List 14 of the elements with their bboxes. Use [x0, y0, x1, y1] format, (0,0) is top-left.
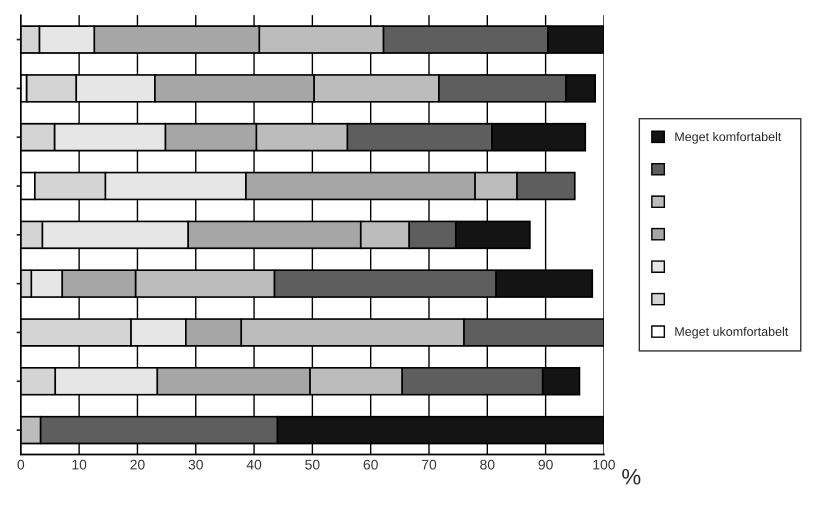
x-tick-label: 90 [538, 460, 553, 470]
x-tick-label: 20 [130, 460, 145, 470]
legend-label: Meget komfortabelt [675, 132, 782, 144]
x-tick-label: 60 [364, 460, 378, 470]
x-tick-label: 100 [593, 460, 615, 470]
x-tick-label: 30 [188, 460, 203, 470]
x-tick-label: 70 [422, 460, 436, 470]
x-tick-label: 40 [246, 460, 262, 470]
x-axis-title: % [622, 468, 640, 485]
x-tick-label: 50 [305, 460, 320, 470]
x-tick-label: 80 [480, 460, 494, 470]
x-tick-label: 0 [18, 460, 24, 470]
legend-label: Meget ukomfortabelt [675, 326, 788, 338]
x-tick-label: 10 [72, 460, 86, 470]
